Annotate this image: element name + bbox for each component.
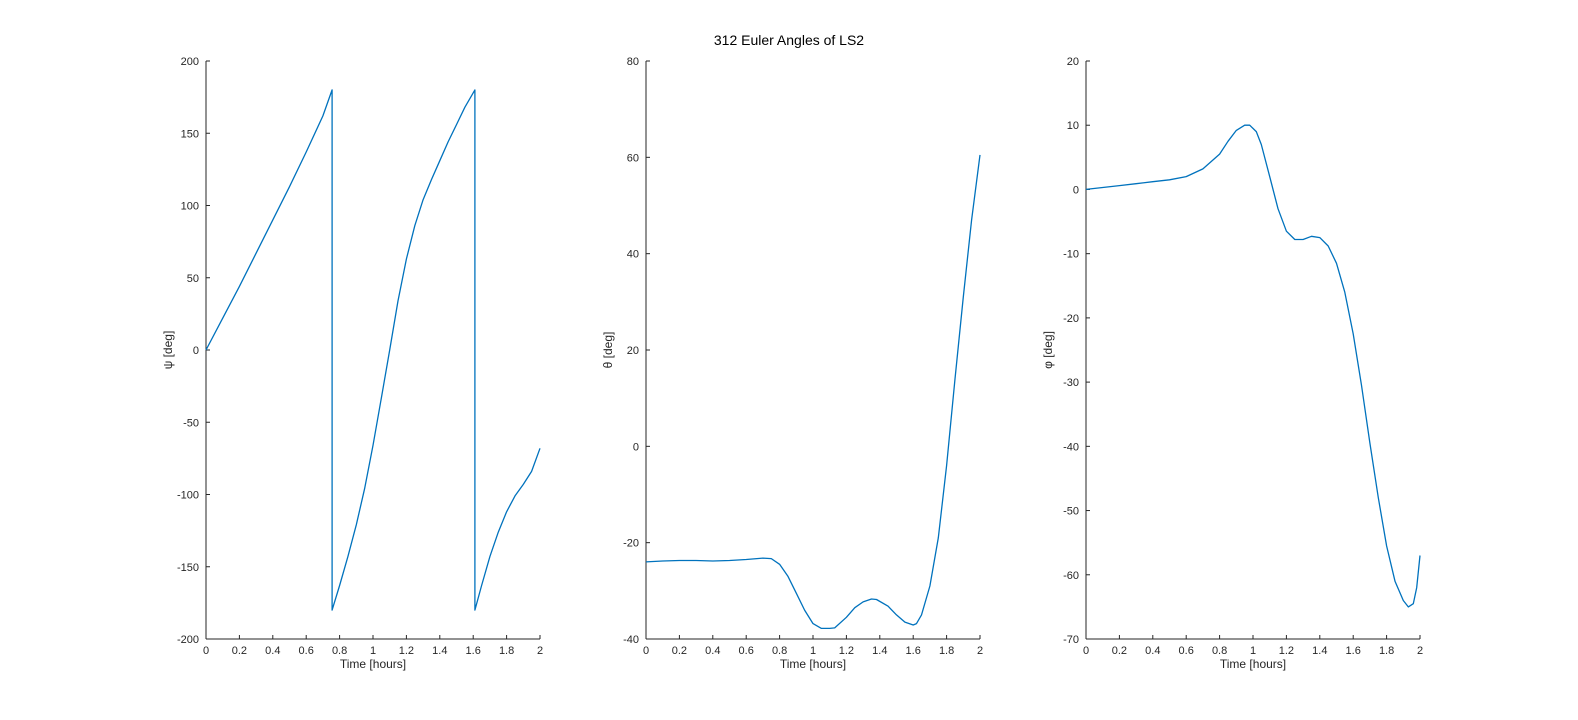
- x-axis-label: Time [hours]: [1220, 657, 1286, 671]
- x-tick-label: 0.8: [332, 645, 347, 657]
- y-tick-label: -70: [1063, 634, 1079, 646]
- y-tick-label: -20: [623, 538, 639, 550]
- x-tick-label: 0.2: [672, 645, 687, 657]
- x-tick-label: 1.8: [499, 645, 514, 657]
- subplot-3: 0 0.2 0.4 0.6 0.8 1 1.2 1.4 1.6 1.8 2 -70 -60 -50 -40 -…: [1041, 56, 1423, 671]
- x-tick-label: 1: [370, 645, 376, 657]
- y-tick-label: -40: [1063, 441, 1079, 453]
- subplot-1: 0 0.2 0.4 0.6 0.8 1 1.2 1.4 1.6 1.8 2 -200 -150 -100 -…: [161, 56, 543, 671]
- x-tick-label: 1.6: [906, 645, 921, 657]
- x-axis-label: Time [hours]: [780, 657, 846, 671]
- y-tick-label: 200: [181, 56, 199, 68]
- y-tick-label: -50: [1063, 506, 1079, 518]
- y-axis-label: θ [deg]: [601, 332, 615, 369]
- y-tick-label: 40: [627, 249, 639, 261]
- x-tick-label: 2: [537, 645, 543, 657]
- y-tick-label: 60: [627, 152, 639, 164]
- series-line-1: [1085, 124, 1421, 608]
- x-tick-label: 0.6: [739, 645, 754, 657]
- x-tick-label: 0.2: [232, 645, 247, 657]
- subplots: 0 0.2 0.4 0.6 0.8 1 1.2 1.4 1.6 1.8 2-200-150-100-…: [161, 56, 1423, 671]
- x-tick-label: 1.4: [432, 645, 447, 657]
- y-tick-label: 0: [193, 345, 199, 357]
- y-axis-label: ψ [deg]: [161, 331, 175, 370]
- y-tick-label: 0: [1073, 184, 1079, 196]
- x-tick-label: 0.4: [1145, 645, 1160, 657]
- x-tick-label: 0: [203, 645, 209, 657]
- x-tick-label: 2: [977, 645, 983, 657]
- y-tick-label: -10: [1063, 249, 1079, 261]
- y-tick-label: 80: [627, 56, 639, 68]
- y-tick-label: 150: [181, 128, 199, 140]
- x-tick-label: 1.8: [939, 645, 954, 657]
- y-tick-label: -30: [1063, 377, 1079, 389]
- y-tick-label: -60: [1063, 570, 1079, 582]
- y-tick-label: -20: [1063, 313, 1079, 325]
- y-tick-label: 0: [633, 441, 639, 453]
- x-tick-label: 1.2: [1279, 645, 1294, 657]
- x-tick-label: 0.8: [772, 645, 787, 657]
- x-tick-label: 0: [643, 645, 649, 657]
- x-tick-label: 0.4: [265, 645, 280, 657]
- x-tick-label: 1.2: [839, 645, 854, 657]
- y-tick-label: -100: [177, 490, 199, 502]
- x-tick-label: 0.6: [1179, 645, 1194, 657]
- x-tick-label: 1.4: [1312, 645, 1327, 657]
- y-tick-label: 50: [187, 273, 199, 285]
- x-tick-label: 2: [1417, 645, 1423, 657]
- x-tick-label: 1.4: [872, 645, 887, 657]
- x-tick-label: 0: [1083, 645, 1089, 657]
- x-tick-label: 1.6: [1346, 645, 1361, 657]
- y-tick-label: -150: [177, 562, 199, 574]
- x-tick-label: 0.6: [299, 645, 314, 657]
- x-tick-label: 0.4: [705, 645, 720, 657]
- y-tick-label: 10: [1067, 120, 1079, 132]
- x-tick-label: 1.8: [1379, 645, 1394, 657]
- y-tick-label: -50: [183, 417, 199, 429]
- x-tick-label: 0.2: [1112, 645, 1127, 657]
- x-tick-label: 1: [1250, 645, 1256, 657]
- figure-title: 312 Euler Angles of LS2: [714, 32, 864, 48]
- y-axis-label: φ [deg]: [1041, 331, 1055, 369]
- x-axis-label: Time [hours]: [340, 657, 406, 671]
- series-line-1: [205, 89, 541, 611]
- x-tick-label: 1.6: [466, 645, 481, 657]
- x-tick-label: 0.8: [1212, 645, 1227, 657]
- x-tick-label: 1.2: [399, 645, 414, 657]
- y-tick-label: -40: [623, 634, 639, 646]
- y-tick-label: 20: [1067, 56, 1079, 68]
- y-tick-label: -200: [177, 634, 199, 646]
- y-tick-label: 100: [181, 201, 199, 213]
- series-line-1: [645, 154, 981, 630]
- subplot-2: 0 0.2 0.4 0.6 0.8 1 1.2 1.4 1.6 1.8 2 -40 -20 0 20 40 60…: [601, 56, 983, 671]
- y-tick-label: 20: [627, 345, 639, 357]
- x-tick-label: 1: [810, 645, 816, 657]
